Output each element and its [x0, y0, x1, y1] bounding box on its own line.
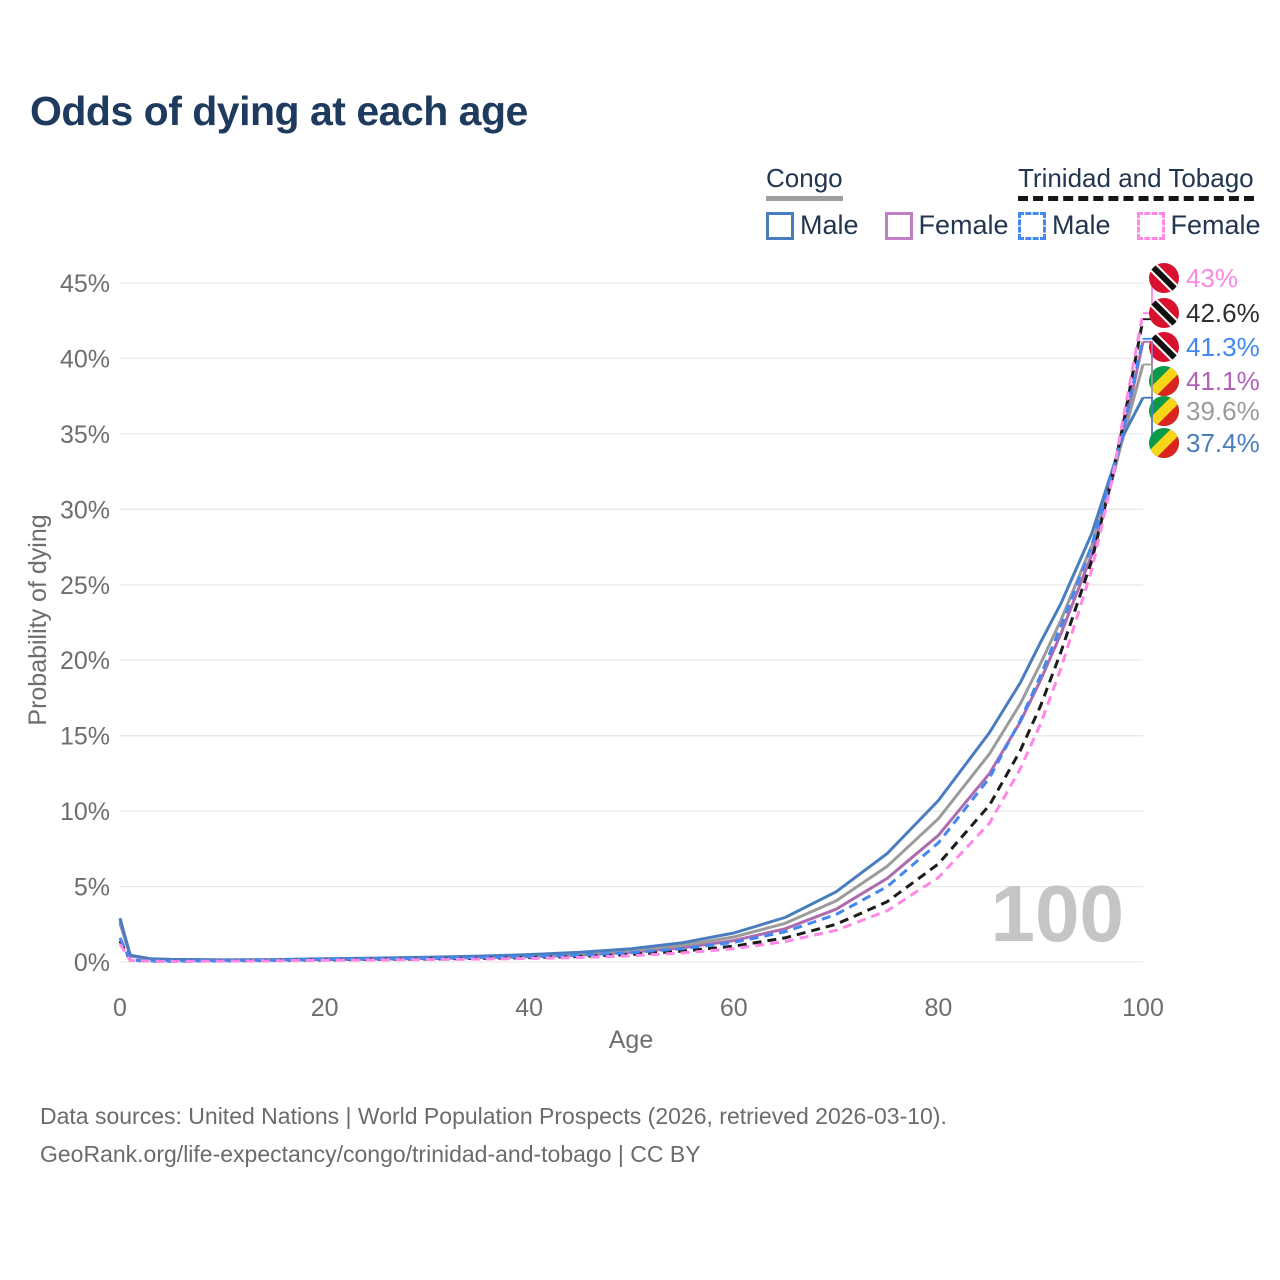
page-title: Odds of dying at each age — [30, 88, 528, 134]
trinidad-and-tobago-flag-icon — [1149, 298, 1179, 328]
x-tick-label: 0 — [113, 994, 127, 1022]
legend-item-tt-male[interactable]: Male — [1018, 210, 1111, 241]
series-line-trinidad-and-tobago-male — [118, 338, 1145, 963]
trinidad-and-tobago-flag-icon — [1149, 332, 1179, 362]
y-tick-label: 40% — [60, 345, 110, 373]
end-value-label-congo-total: 39.6% — [1186, 396, 1260, 426]
legend-swatch-tt-male — [1018, 211, 1046, 240]
trinidad-and-tobago-flag-icon — [1149, 263, 1179, 293]
age-watermark: 100 — [991, 869, 1124, 958]
legend-swatch-congo-female — [884, 211, 913, 240]
y-tick-label: 45% — [60, 270, 110, 298]
y-tick-label: 15% — [60, 723, 110, 751]
y-tick-label: 0% — [74, 949, 110, 977]
series-line-trinidad-and-tobago-total — [118, 318, 1145, 963]
end-value-label-congo-male: 37.4% — [1186, 428, 1260, 458]
legend-group-title-congo: Congo — [766, 163, 843, 201]
end-value-label-trinidad-and-tobago-female: 43% — [1186, 263, 1238, 293]
y-tick-label: 5% — [74, 874, 110, 902]
end-value-label-trinidad-and-tobago-male: 41.3% — [1186, 332, 1260, 362]
x-tick-label: 100 — [1122, 994, 1164, 1022]
legend-item-congo-female[interactable]: Female — [884, 210, 1009, 241]
congo-flag-icon — [1149, 396, 1179, 426]
x-tick-label: 80 — [924, 994, 952, 1022]
legend-label-congo-female: Female — [918, 210, 1009, 240]
legend-group-trinidad-and-tobago: Trinidad and Tobago Male Female — [1018, 163, 1261, 241]
congo-flag-icon — [1149, 428, 1179, 458]
chart-legend: Congo Male Female Trinidad and Tobago Ma… — [0, 163, 1280, 243]
y-tick-label: 20% — [60, 647, 110, 675]
y-tick-label: 25% — [60, 572, 110, 600]
x-tick-label: 60 — [720, 994, 748, 1022]
legend-group-title-trinidad-and-tobago: Trinidad and Tobago — [1018, 163, 1254, 201]
chart-canvas: 0% 5% 10% 15% 20% 25% 30% 35% 40% 45% 0 20 40 60 80 100… — [24, 263, 1260, 1054]
attribution-link-line[interactable]: GeoRank.org/life-expectancy/congo/trinid… — [40, 1141, 701, 1167]
y-tick-label: 10% — [60, 798, 110, 826]
legend-items-congo: Male Female — [766, 210, 1009, 241]
legend-swatch-tt-female — [1136, 211, 1165, 240]
legend-items-trinidad-and-tobago: Male Female — [1018, 210, 1261, 241]
series-line-trinidad-and-tobago-female — [118, 312, 1145, 963]
legend-label-tt-male: Male — [1052, 210, 1111, 240]
series-line-congo-female — [118, 341, 1145, 962]
y-tick-label: 35% — [60, 421, 110, 449]
chart-footer: Data sources: United Nations | World Pop… — [40, 1097, 947, 1173]
legend-group-congo: Congo Male Female — [766, 163, 1009, 241]
legend-swatch-congo-male — [766, 211, 794, 240]
data-sources-line: Data sources: United Nations | World Pop… — [40, 1103, 947, 1129]
x-axis-title: Age — [609, 1026, 653, 1054]
y-tick-label: 30% — [60, 496, 110, 524]
legend-item-congo-male[interactable]: Male — [766, 210, 859, 241]
legend-item-tt-female[interactable]: Female — [1136, 210, 1261, 241]
y-axis-title: Probability of dying — [24, 514, 52, 725]
legend-label-congo-male: Male — [800, 210, 859, 240]
congo-flag-icon — [1149, 366, 1179, 396]
end-value-label-congo-female: 41.1% — [1186, 366, 1260, 396]
x-tick-label: 40 — [515, 994, 543, 1022]
end-value-label-trinidad-and-tobago-total: 42.6% — [1186, 298, 1260, 328]
legend-label-tt-female: Female — [1170, 210, 1261, 240]
x-tick-label: 20 — [311, 994, 339, 1022]
